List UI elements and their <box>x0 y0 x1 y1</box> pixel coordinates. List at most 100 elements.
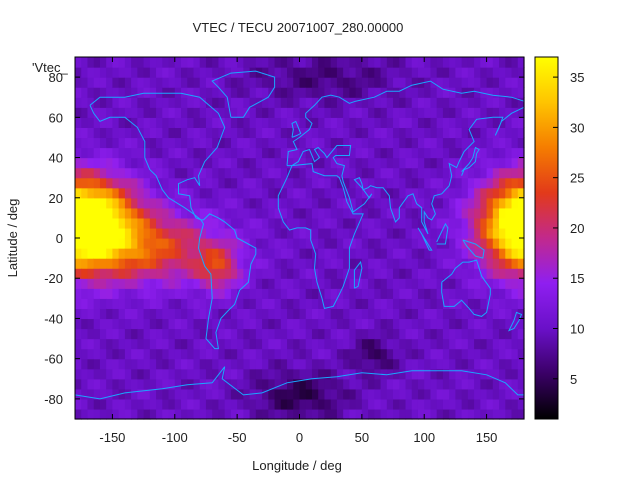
heatmap-cell <box>442 187 450 199</box>
heatmap-cell <box>349 137 357 149</box>
heatmap-cell <box>224 238 232 249</box>
heatmap-cell <box>280 167 288 179</box>
heatmap-cell <box>162 318 170 330</box>
heatmap-cell <box>449 77 457 88</box>
heatmap-cell <box>343 248 350 259</box>
heatmap-cell <box>311 87 319 98</box>
heatmap-cell <box>355 288 363 299</box>
heatmap-cell <box>355 177 363 189</box>
heatmap-cell <box>330 177 338 189</box>
heatmap-cell <box>193 87 201 98</box>
heatmap-cell <box>324 378 332 390</box>
heatmap-cell <box>262 127 269 139</box>
heatmap-cell <box>442 217 450 229</box>
heatmap-cell <box>361 67 369 78</box>
heatmap-cell <box>156 238 163 249</box>
heatmap-cell <box>255 57 263 68</box>
heatmap-cell <box>193 248 201 259</box>
heatmap-cell <box>318 87 326 98</box>
heatmap-cell <box>230 217 238 229</box>
heatmap-cell <box>193 318 201 330</box>
heatmap-cell <box>486 308 494 320</box>
heatmap-cell <box>461 127 469 139</box>
heatmap-cell <box>511 197 519 209</box>
heatmap-cell <box>237 187 244 199</box>
heatmap-cell <box>361 117 369 128</box>
heatmap-cell <box>480 187 488 199</box>
heatmap-cell <box>467 338 475 350</box>
heatmap-cell <box>262 207 269 219</box>
heatmap-cell <box>162 227 170 239</box>
heatmap-cell <box>461 197 469 209</box>
heatmap-cell <box>374 358 382 370</box>
heatmap-cell <box>162 238 170 249</box>
heatmap-cell <box>330 278 338 289</box>
heatmap-cell <box>149 318 157 330</box>
heatmap-cell <box>205 97 213 108</box>
heatmap-cell <box>305 207 313 219</box>
heatmap-cell <box>336 378 344 390</box>
heatmap-cell <box>511 368 519 380</box>
heatmap-cell <box>386 217 394 229</box>
heatmap-cell <box>199 278 207 289</box>
heatmap-cell <box>81 298 89 309</box>
heatmap-cell <box>480 197 488 209</box>
heatmap-cell <box>455 97 463 108</box>
heatmap-cell <box>112 288 120 299</box>
heatmap-cell <box>393 197 400 209</box>
heatmap-cell <box>361 207 369 219</box>
heatmap-cell <box>230 248 238 259</box>
heatmap-cell <box>143 318 151 330</box>
heatmap-cell <box>399 107 407 118</box>
heatmap-cell <box>274 177 282 189</box>
heatmap-cell <box>75 197 82 209</box>
heatmap-cell <box>480 137 488 149</box>
heatmap-cell <box>424 117 432 128</box>
heatmap-cell <box>355 227 363 239</box>
heatmap-cell <box>168 137 176 149</box>
heatmap-cell <box>386 258 394 269</box>
heatmap-cell <box>511 87 519 98</box>
heatmap-cell <box>162 147 170 159</box>
heatmap-cell <box>449 378 457 390</box>
heatmap-cell <box>218 398 226 410</box>
heatmap-cell <box>424 348 432 360</box>
heatmap-cell <box>81 408 89 420</box>
heatmap-cell <box>361 318 369 330</box>
heatmap-cell <box>336 137 344 149</box>
heatmap-cell <box>87 388 95 400</box>
heatmap-cell <box>75 248 82 259</box>
heatmap-cell <box>99 328 107 340</box>
heatmap-cell <box>205 187 213 199</box>
heatmap-cell <box>480 398 488 410</box>
heatmap-cell <box>361 167 369 179</box>
heatmap-cell <box>255 177 263 189</box>
heatmap-cell <box>393 278 400 289</box>
heatmap-cell <box>355 187 363 199</box>
heatmap-cell <box>131 177 138 189</box>
heatmap-cell <box>411 167 419 179</box>
heatmap-cell <box>474 177 481 189</box>
heatmap-cell <box>224 408 232 420</box>
heatmap-cell <box>449 358 457 370</box>
heatmap-cell <box>237 127 244 139</box>
heatmap-cell <box>81 127 89 139</box>
heatmap-cell <box>324 117 332 128</box>
heatmap-cell <box>118 398 126 410</box>
heatmap-cell <box>293 298 301 309</box>
heatmap-cell <box>405 358 413 370</box>
heatmap-cell <box>374 77 382 88</box>
heatmap-cell <box>417 248 425 259</box>
x-axis-ticks: -150 -100 -50 0 50 100 150 <box>99 57 497 445</box>
heatmap-cell <box>430 167 438 179</box>
heatmap-cell <box>368 57 375 68</box>
heatmap-cell <box>492 77 500 88</box>
heatmap-cell <box>137 57 145 68</box>
heatmap-cell <box>449 217 457 229</box>
heatmap-cell <box>336 107 344 118</box>
heatmap-cell <box>99 57 107 68</box>
heatmap-cell <box>205 318 213 330</box>
heatmap-cell <box>293 328 301 340</box>
heatmap-cell <box>255 318 263 330</box>
heatmap-cell <box>205 268 213 279</box>
